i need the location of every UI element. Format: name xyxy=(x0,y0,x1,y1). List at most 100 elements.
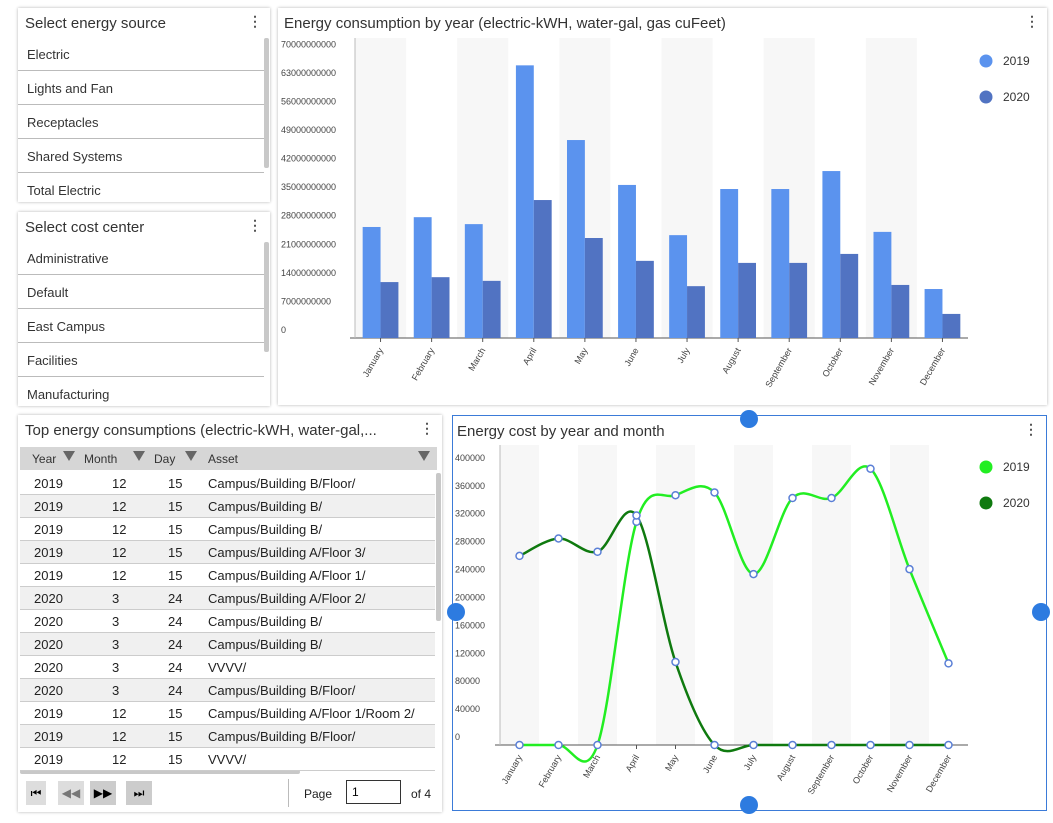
list-item[interactable]: Administrative xyxy=(18,242,264,275)
x-tick-label: December xyxy=(924,753,953,794)
panel-title: Select energy source xyxy=(25,15,166,32)
y-tick-label: 70000000000 xyxy=(281,39,336,49)
bar xyxy=(669,235,688,338)
point xyxy=(671,657,680,667)
table-row xyxy=(20,472,435,495)
x-tick-label: December xyxy=(918,346,947,387)
pager-label: Page xyxy=(304,787,333,801)
table-cell: 2020 xyxy=(34,591,63,606)
menu-button[interactable]: ⋮ xyxy=(248,217,262,233)
x-tick-label: February xyxy=(410,346,437,383)
menu-button[interactable]: ⋮ xyxy=(1024,421,1038,437)
bar xyxy=(720,189,739,338)
menu-button[interactable]: ⋮ xyxy=(420,420,434,436)
resize-handle[interactable] xyxy=(447,603,465,621)
table-cell: 2020 xyxy=(34,660,63,675)
page-input[interactable]: 1 xyxy=(346,780,401,804)
bar xyxy=(891,284,910,338)
list-item[interactable]: Total Electric xyxy=(18,174,264,202)
y-tick-label: 28000000000 xyxy=(281,211,336,221)
table-cell: 15 xyxy=(168,522,183,537)
list-item[interactable]: Shared Systems xyxy=(18,140,264,173)
table-cell: 24 xyxy=(168,683,183,698)
table-cell: Campus/Building B/ xyxy=(208,614,323,629)
scrollbar[interactable] xyxy=(264,38,269,168)
table-row xyxy=(20,656,435,679)
table-cell: 12 xyxy=(112,706,127,721)
table-cell: 15 xyxy=(168,729,183,744)
list-item[interactable]: Lights and Fan xyxy=(18,72,264,105)
scrollbar[interactable] xyxy=(264,242,269,352)
first-page-button[interactable]: ⏮ xyxy=(26,781,46,805)
bar xyxy=(431,277,450,338)
table-cell: 2019 xyxy=(34,568,63,583)
filter-icon[interactable] xyxy=(185,451,197,461)
list-item[interactable]: Receptacles xyxy=(18,106,264,139)
filter-icon[interactable] xyxy=(63,451,75,461)
legend-swatch xyxy=(979,54,993,68)
table-row xyxy=(20,702,435,725)
h-scrollbar[interactable] xyxy=(20,770,300,774)
list-item[interactable]: East Campus xyxy=(18,310,264,343)
menu-button[interactable]: ⋮ xyxy=(1025,13,1039,29)
point xyxy=(944,659,953,668)
bar xyxy=(482,280,501,338)
x-tick-label: October xyxy=(820,346,845,379)
y-tick-label: 35000000000 xyxy=(281,182,336,192)
table-cell: Campus/Building B/Floor/ xyxy=(208,476,356,491)
y-tick-label: 49000000000 xyxy=(281,125,336,135)
chart-title: Energy cost by year and month xyxy=(457,423,665,440)
y-tick-label: 240000 xyxy=(455,565,485,575)
bar xyxy=(380,282,399,338)
resize-handle[interactable] xyxy=(1032,603,1050,621)
table-cell: 2019 xyxy=(34,545,63,560)
legend-label: 2020 xyxy=(1003,496,1030,510)
table-cell: 2019 xyxy=(34,499,63,514)
table-cell: 24 xyxy=(168,614,183,629)
y-tick-label: 160000 xyxy=(455,620,485,630)
resize-handle[interactable] xyxy=(740,796,758,814)
x-tick-label: November xyxy=(885,753,914,794)
list-item[interactable]: Manufacturing xyxy=(18,378,264,406)
list-item[interactable]: Facilities xyxy=(18,344,264,377)
list-item[interactable]: Electric xyxy=(18,38,264,71)
point xyxy=(905,564,914,574)
bar xyxy=(771,189,790,338)
x-tick-label: April xyxy=(521,346,539,367)
filter-icon[interactable] xyxy=(133,451,145,461)
table-cell: 3 xyxy=(112,660,120,675)
table-cell: Campus/Building B/ xyxy=(208,499,323,514)
x-tick-label: September xyxy=(806,753,837,796)
last-page-button[interactable]: ⏭ xyxy=(126,781,152,805)
resize-handle[interactable] xyxy=(740,410,758,428)
table-row xyxy=(20,725,435,748)
scrollbar[interactable] xyxy=(436,473,441,621)
table-cell: 12 xyxy=(112,752,127,767)
list-item[interactable]: Default xyxy=(18,276,264,309)
table-cell: 2020 xyxy=(34,683,63,698)
prev-page-button[interactable]: ◀◀ xyxy=(58,781,84,805)
bar xyxy=(873,231,892,338)
y-tick-label: 56000000000 xyxy=(281,96,336,106)
table-cell: 3 xyxy=(112,614,120,629)
pager-total: of 4 xyxy=(411,787,432,801)
table-cell: 12 xyxy=(112,568,127,583)
band xyxy=(578,445,617,745)
next-page-button[interactable]: ▶▶ xyxy=(90,781,116,805)
y-tick-label: 320000 xyxy=(455,509,485,519)
bar xyxy=(362,226,381,338)
bar xyxy=(789,262,808,338)
y-tick-label: 120000 xyxy=(455,648,485,658)
bar xyxy=(942,313,961,338)
table-cell: 2019 xyxy=(34,522,63,537)
y-tick-label: 63000000000 xyxy=(281,68,336,78)
point xyxy=(515,551,524,561)
table-row xyxy=(20,748,435,771)
table-cell: 24 xyxy=(168,637,183,652)
bar xyxy=(687,286,705,338)
filter-icon[interactable] xyxy=(418,451,430,461)
x-tick-label: October xyxy=(851,753,876,786)
menu-button[interactable]: ⋮ xyxy=(248,13,262,29)
x-tick-label: August xyxy=(720,346,743,376)
